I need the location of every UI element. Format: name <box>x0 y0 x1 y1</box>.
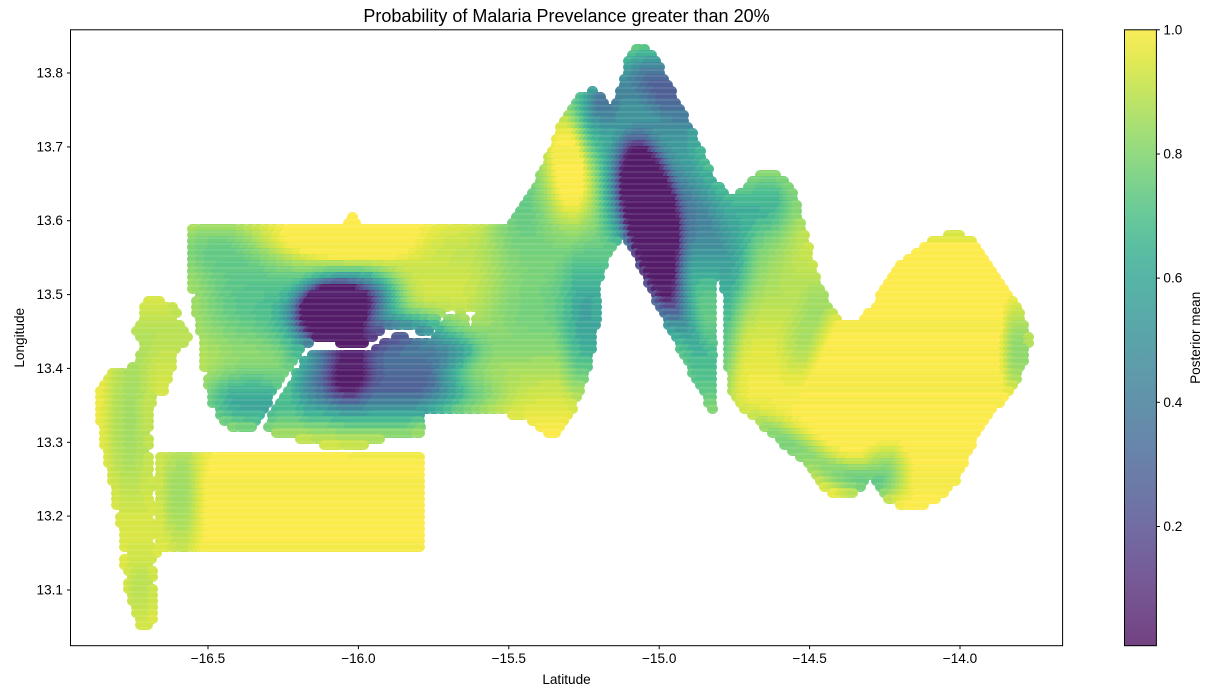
svg-text:Probability of Malaria Prevela: Probability of Malaria Prevelance greate… <box>363 6 769 26</box>
svg-text:13.8: 13.8 <box>37 66 63 81</box>
svg-text:0.2: 0.2 <box>1163 519 1182 534</box>
svg-text:−16.5: −16.5 <box>191 651 225 666</box>
svg-text:13.3: 13.3 <box>37 435 63 450</box>
svg-text:Longitude: Longitude <box>12 308 27 368</box>
svg-text:−16.0: −16.0 <box>341 651 376 666</box>
svg-text:13.4: 13.4 <box>37 361 64 376</box>
svg-text:−14.0: −14.0 <box>943 651 978 666</box>
svg-text:13.7: 13.7 <box>37 139 63 154</box>
svg-text:13.1: 13.1 <box>37 583 63 598</box>
svg-text:13.5: 13.5 <box>37 287 63 302</box>
svg-text:−15.5: −15.5 <box>492 651 526 666</box>
svg-text:−15.0: −15.0 <box>642 651 677 666</box>
svg-text:−14.5: −14.5 <box>792 651 826 666</box>
svg-text:13.6: 13.6 <box>37 213 63 228</box>
svg-text:0.8: 0.8 <box>1163 147 1182 162</box>
svg-text:Latitude: Latitude <box>542 672 590 687</box>
svg-text:1.0: 1.0 <box>1163 22 1182 37</box>
svg-text:13.2: 13.2 <box>37 509 63 524</box>
svg-text:0.4: 0.4 <box>1163 395 1182 410</box>
svg-text:0.6: 0.6 <box>1163 271 1182 286</box>
svg-text:Posterior mean: Posterior mean <box>1188 292 1203 384</box>
